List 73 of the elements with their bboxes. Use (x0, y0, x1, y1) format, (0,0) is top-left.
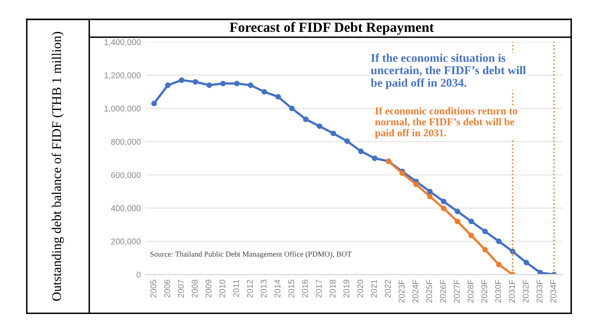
x-tick-label: 2034F (550, 280, 556, 303)
x-tick-label: 2013 (260, 280, 267, 298)
y-tick-label: 800,000 (111, 138, 141, 146)
x-tick-label: 2016 (302, 280, 308, 298)
point (289, 106, 295, 112)
point (178, 77, 184, 83)
x-tick-label: 2006 (164, 280, 170, 298)
x-tick-label: 2030F (495, 280, 502, 303)
y-axis-title: Outstanding debt balance of FIDF (THB 1 million) (52, 32, 64, 301)
point (482, 228, 488, 234)
point (165, 82, 171, 88)
x-tick-label: 2029F (481, 280, 488, 303)
point (440, 198, 446, 204)
x-tick-label: 2023F (398, 280, 405, 303)
x-tick-label: 2015 (288, 280, 294, 298)
point (220, 80, 226, 86)
point (344, 138, 350, 144)
point (482, 246, 488, 252)
x-tick-label: 2027F (454, 280, 460, 303)
y-tick-label: 400,000 (110, 205, 141, 212)
point (151, 100, 157, 106)
x-tick-label: 2017 (316, 280, 322, 298)
x-tick-label: 2018 (330, 280, 336, 298)
y-tick-label: 1,000,000 (104, 106, 141, 113)
x-tick-label: 2007 (178, 280, 184, 298)
y-tick-label: 1,400,000 (104, 39, 141, 46)
x-tick-label: 2033F (536, 280, 542, 303)
point (427, 188, 433, 194)
x-tick-label: 2028F (468, 280, 474, 303)
point (302, 116, 309, 122)
point (413, 182, 419, 188)
y-tick-label: 600,000 (111, 172, 141, 179)
x-tick-label: 2008 (192, 280, 198, 298)
x-tick-label: 2012 (246, 280, 253, 298)
x-tick-label: 2032F (522, 280, 529, 303)
x-tick-label: 2019 (343, 280, 350, 298)
point (316, 123, 322, 129)
point (496, 262, 502, 268)
x-tick-label: 2020 (357, 280, 364, 298)
x-tick-label: 2014 (274, 280, 280, 298)
point (358, 148, 364, 154)
chart-title: Forecast of FIDF Debt Repayment (230, 22, 434, 35)
point (248, 82, 254, 88)
x-tick-label: 2010 (219, 280, 226, 298)
point (440, 206, 446, 212)
x-tick-label: 2005 (150, 280, 156, 298)
x-tick-label: 2011 (233, 280, 240, 297)
annotation: If economic conditions return to normal, the FIDF’s debt will be paid off in 2031. (374, 107, 518, 138)
y-tick-label: 1,200,000 (104, 72, 141, 80)
point (524, 260, 530, 266)
y-tick-label: 200,000 (111, 238, 141, 246)
point (427, 194, 433, 200)
point (468, 218, 474, 224)
annotation: If the economic situation is uncertain, the FIDF’s debt will be paid off in 2034. (370, 54, 526, 90)
x-tick-label: 2021 (371, 280, 377, 298)
point (330, 130, 336, 136)
point (454, 208, 460, 214)
point (454, 218, 460, 224)
point (234, 80, 240, 86)
x-tick-label: 2024F (412, 280, 418, 303)
point (206, 82, 212, 88)
x-tick-label: 2025F (426, 280, 432, 303)
point (468, 232, 474, 238)
point (275, 94, 281, 100)
point (262, 89, 268, 95)
y-tick-label: 0 (136, 272, 141, 278)
x-tick-label: 2022 (384, 280, 391, 298)
x-tick-label: 2026F (440, 280, 446, 303)
point (192, 79, 198, 85)
point (496, 238, 502, 244)
x-tick-label: 2009 (206, 280, 212, 298)
point (372, 155, 378, 162)
x-tick-label: 2031F (508, 280, 515, 303)
